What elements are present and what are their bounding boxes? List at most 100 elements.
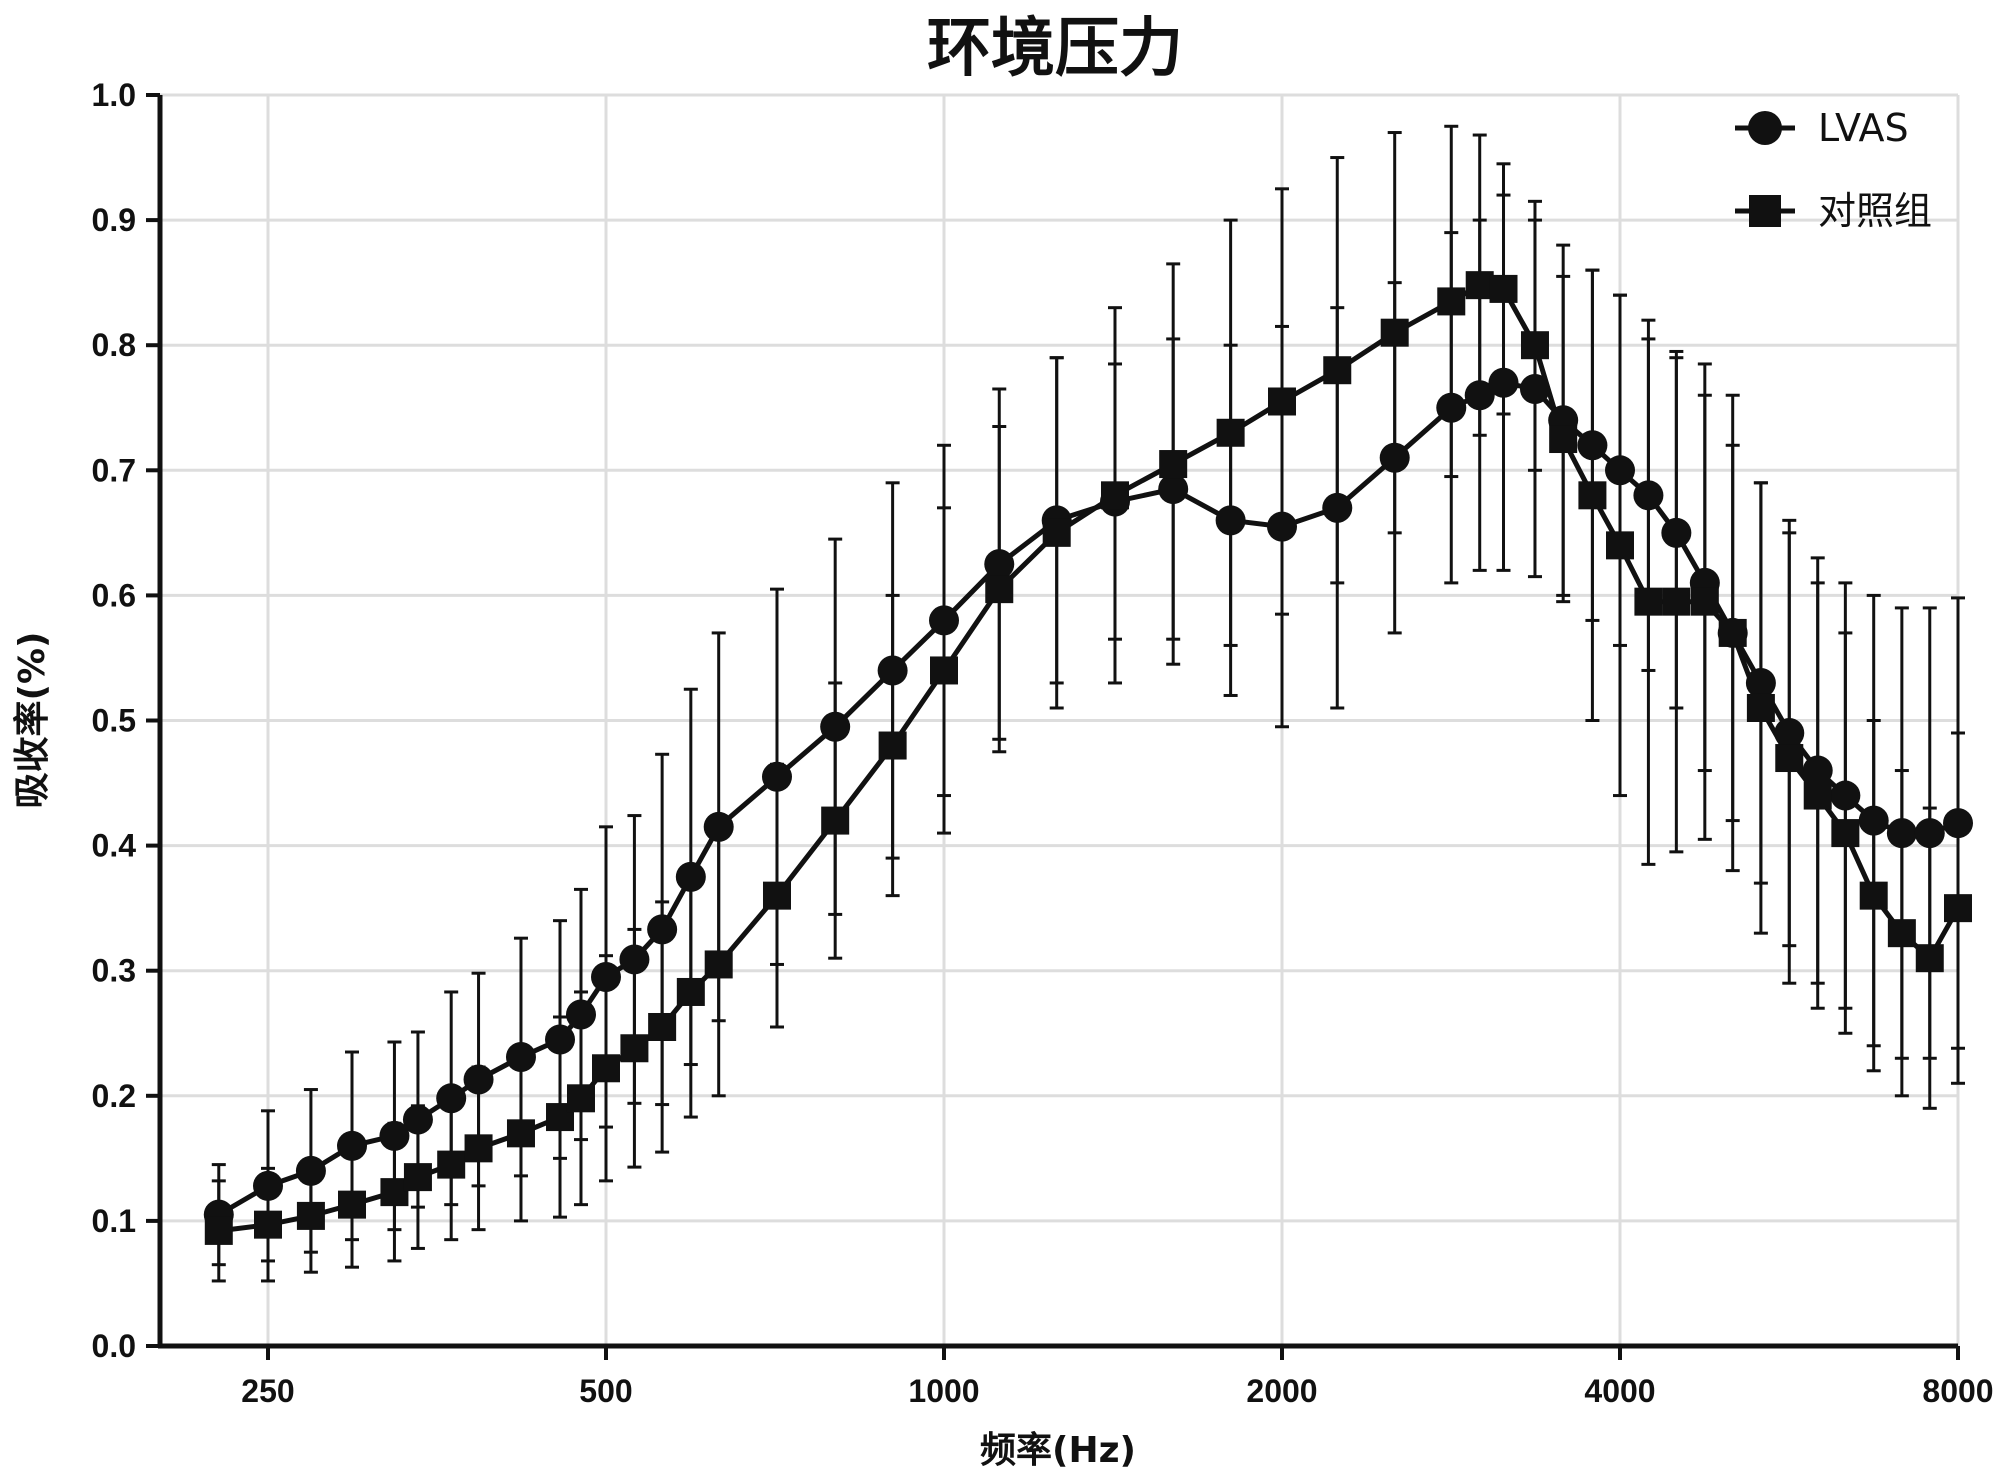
control-point (1606, 531, 1634, 560)
control-point (437, 1150, 466, 1179)
lvas-point (1661, 517, 1692, 548)
y-tick-label-9: 0.9 (92, 202, 136, 238)
lvas-point (463, 1064, 494, 1095)
x-tick-label-5: 8000 (1922, 1373, 1993, 1409)
lvas-point (1577, 430, 1608, 461)
control-point (204, 1216, 233, 1245)
markers (203, 271, 1973, 1245)
control-point (464, 1134, 493, 1163)
lvas-point (1802, 755, 1833, 786)
y-axis-title: 吸收率(%) (12, 632, 53, 809)
control-point (1216, 418, 1245, 447)
control-point (985, 575, 1014, 604)
control-point (648, 1012, 677, 1041)
y-tick-label-7: 0.7 (92, 452, 136, 488)
lvas-point (647, 914, 678, 945)
control-point (1380, 318, 1409, 347)
lvas-point (619, 944, 650, 975)
lvas-point (1745, 667, 1776, 698)
x-axis-title: 频率(Hz) (980, 1430, 1136, 1471)
y-tick-label-8: 0.8 (92, 327, 136, 363)
lvas-point (402, 1104, 433, 1135)
control-point (338, 1190, 367, 1219)
control-point (1690, 587, 1719, 616)
lvas-point (1605, 455, 1635, 486)
chart-title: 环境压力 (927, 12, 1183, 86)
x-tick-label-1: 500 (579, 1373, 632, 1409)
control-point (676, 977, 705, 1006)
control-point (1887, 919, 1916, 948)
lvas-point (1519, 373, 1550, 404)
lvas-point (820, 711, 851, 742)
control-point (1489, 274, 1518, 303)
control-point (1323, 356, 1352, 385)
control-point (403, 1163, 432, 1192)
control-point (1042, 518, 1071, 547)
lvas-point (545, 1024, 576, 1055)
lvas-point (1379, 442, 1410, 473)
lvas-point (436, 1083, 467, 1114)
control-point (1268, 387, 1296, 416)
control-point (506, 1119, 535, 1148)
error-bars (211, 124, 1965, 1283)
control-point (1549, 425, 1578, 454)
y-ticks: 0.0 0.1 0.2 0.3 0.4 0.5 0.6 0.7 0.8 0.9 1.0 (92, 77, 160, 1364)
control-point (1520, 331, 1549, 360)
lvas-point (1914, 818, 1945, 849)
control-point (1465, 271, 1494, 300)
control-point (1634, 587, 1663, 616)
lvas-point (703, 811, 734, 842)
control-point (1718, 618, 1747, 647)
control-point (1859, 881, 1888, 910)
lvas-point (565, 999, 596, 1030)
lvas-point (1943, 808, 1973, 839)
lvas-point (929, 605, 959, 636)
control-point (762, 881, 791, 910)
control-point (930, 656, 958, 685)
legend-marker-control (1749, 195, 1781, 227)
lvas-point (505, 1042, 536, 1073)
y-tick-label-4: 0.4 (92, 828, 137, 864)
lvas-point (1830, 780, 1861, 811)
legend: LVAS 对照组 (1735, 106, 1932, 233)
lvas-point (1858, 805, 1889, 836)
control-point (254, 1210, 282, 1239)
control-point (1803, 781, 1832, 810)
lvas-point (1886, 818, 1917, 849)
control-point (821, 806, 850, 835)
control-point (1100, 481, 1129, 510)
y-tick-label-3: 0.3 (92, 953, 136, 989)
control-point (296, 1201, 325, 1230)
x-tick-label-2: 1000 (908, 1373, 979, 1409)
control-point (878, 731, 907, 760)
lvas-point (984, 549, 1015, 580)
lvas-point (1464, 380, 1495, 411)
legend-label-control: 对照组 (1818, 189, 1932, 233)
lvas-point (1267, 511, 1297, 542)
y-tick-label-6: 0.6 (92, 577, 136, 613)
lvas-point (1322, 492, 1353, 523)
lvas-point (295, 1155, 326, 1186)
lvas-point (337, 1130, 368, 1161)
x-tick-label-4: 4000 (1584, 1373, 1655, 1409)
control-point (380, 1178, 409, 1207)
control-point (1159, 450, 1188, 479)
control-point (1915, 944, 1944, 973)
y-tick-label-2: 0.2 (92, 1078, 136, 1114)
x-tick-label-0: 250 (241, 1373, 294, 1409)
x-tick-label-3: 2000 (1246, 1373, 1317, 1409)
y-tick-label-10: 1.0 (92, 77, 136, 113)
control-point (1746, 693, 1775, 722)
lvas-point (1774, 718, 1805, 749)
control-point (1944, 894, 1972, 923)
control-point (566, 1084, 595, 1113)
legend-item-control: 对照组 (1735, 189, 1932, 233)
x-ticks: 250 500 1000 2000 4000 8000 (241, 1346, 1994, 1409)
lvas-point (1436, 392, 1467, 423)
y-tick-label-5: 0.5 (92, 703, 136, 739)
control-point (592, 1054, 620, 1083)
control-point (620, 1034, 649, 1063)
lvas-point (1633, 480, 1664, 511)
control-point (1437, 287, 1466, 316)
